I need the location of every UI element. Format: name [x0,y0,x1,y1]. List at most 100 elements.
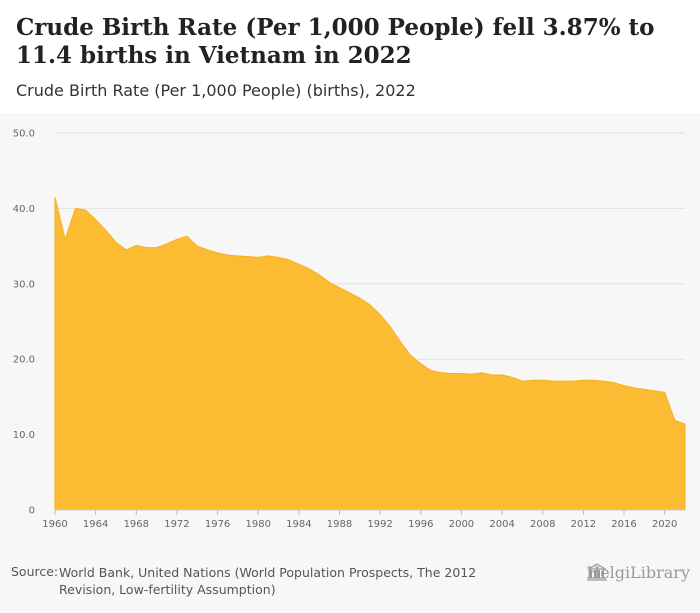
data-point-2003[interactable] [490,373,494,377]
data-point-2013[interactable] [592,378,596,382]
data-point-1995[interactable] [409,353,413,357]
x-axis: 1960 1964 1968 1972 1976 1980 1984 1988 1992 1996… [42,509,685,530]
data-point-1977[interactable] [226,253,230,257]
data-point-1971[interactable] [165,242,169,246]
data-point-2005[interactable] [510,375,514,379]
data-point-1992[interactable] [378,313,382,317]
x-tick-label: 2020 [652,519,677,530]
data-point-2019[interactable] [653,389,657,393]
data-point-1988[interactable] [338,286,342,290]
library-building-icon [587,563,608,581]
header: Crude Birth Rate (Per 1,000 People) fell… [0,0,700,113]
data-point-1975[interactable] [205,248,209,252]
x-tick-label: 2012 [571,519,596,530]
data-point-2012[interactable] [581,378,585,382]
data-point-1989[interactable] [348,291,352,295]
chart-area: 0 10.0 20.0 30.0 40.0 50.0 1960 1964 1968 1972 19… [0,113,700,553]
data-point-1998[interactable] [439,371,443,375]
data-point-1978[interactable] [236,254,240,258]
chart-subtitle: Crude Birth Rate (Per 1,000 People) (bir… [16,81,416,100]
data-point-1963[interactable] [83,208,87,212]
data-point-1970[interactable] [155,246,159,250]
data-point-1974[interactable] [195,244,199,248]
data-point-1987[interactable] [327,280,331,284]
source-text: World Bank, United Nations (World Popula… [59,565,477,597]
data-point-2010[interactable] [561,379,565,383]
y-axis: 0 10.0 20.0 30.0 40.0 50.0 [13,129,35,517]
data-point-1973[interactable] [185,234,189,238]
data-point-1980[interactable] [256,255,260,259]
x-tick-label: 1968 [124,519,149,530]
data-point-1997[interactable] [429,369,433,373]
data-point-1968[interactable] [134,243,138,247]
x-tick-label: 1988 [327,519,352,530]
data-point-1990[interactable] [358,296,362,300]
data-point-1961[interactable] [63,237,67,241]
data-point-1964[interactable] [94,218,98,222]
x-tick-label: 2008 [530,519,555,530]
x-tick-label: 1976 [205,519,230,530]
y-tick-label: 50.0 [13,129,35,140]
data-point-1986[interactable] [317,273,321,277]
y-tick-label: 0 [29,506,35,517]
chart-title: Crude Birth Rate (Per 1,000 People) fell… [16,14,655,69]
y-tick-label: 40.0 [13,204,35,215]
x-tick-label: 1996 [408,519,433,530]
data-point-2022[interactable] [683,422,687,426]
data-point-1965[interactable] [104,228,108,232]
x-tick-label: 1992 [367,519,392,530]
x-tick-label: 1972 [164,519,189,530]
data-point-1991[interactable] [368,303,372,307]
data-point-1994[interactable] [398,340,402,344]
data-point-1999[interactable] [449,372,453,376]
data-point-2008[interactable] [541,378,545,382]
data-point-2011[interactable] [571,379,575,383]
data-point-2015[interactable] [612,381,616,385]
data-point-2020[interactable] [663,390,667,394]
data-point-1960[interactable] [53,195,57,199]
x-tick-label: 2000 [449,519,474,530]
area-chart: 010.020.030.040.050.0 1960 1964 1968 1972 19… [13,129,687,530]
x-tick-label: 2004 [489,519,514,530]
data-point-1984[interactable] [297,262,301,266]
logo-text: HelgiLibrary [586,563,690,582]
source-label: Source: [11,564,59,579]
data-point-1972[interactable] [175,237,179,241]
x-tick-label: 2016 [611,519,636,530]
data-point-1983[interactable] [287,258,291,262]
x-tick-label: 1960 [42,519,67,530]
data-point-2014[interactable] [602,379,606,383]
data-point-1979[interactable] [246,255,250,259]
data-point-2021[interactable] [673,418,677,422]
data-point-2004[interactable] [500,373,504,377]
x-tick-label: 1964 [83,519,108,530]
area-series-crude-birth-rate[interactable] [54,196,686,511]
area-series [53,195,687,511]
data-point-1969[interactable] [144,246,148,250]
data-point-1996[interactable] [419,362,423,366]
footer: Source: World Bank, United Nations (Worl… [0,553,700,613]
data-point-1981[interactable] [266,254,270,258]
y-tick-label: 30.0 [13,279,35,290]
data-point-1976[interactable] [216,251,220,255]
data-point-2009[interactable] [551,379,555,383]
x-tick-label: 1980 [245,519,270,530]
data-point-1982[interactable] [277,255,281,259]
helgi-library-logo[interactable]: HelgiLibrary [586,563,690,582]
data-point-2001[interactable] [470,372,474,376]
data-point-1967[interactable] [124,248,128,252]
data-point-2006[interactable] [520,379,524,383]
data-point-2000[interactable] [459,372,463,376]
x-tick-label: 1984 [286,519,311,530]
data-point-1985[interactable] [307,267,311,271]
data-point-1962[interactable] [73,206,77,210]
data-point-2002[interactable] [480,371,484,375]
data-point-2017[interactable] [632,386,636,390]
data-point-1993[interactable] [388,325,392,329]
y-tick-label: 10.0 [13,430,35,441]
data-point-2018[interactable] [642,387,646,391]
data-point-1966[interactable] [114,240,118,244]
data-point-2007[interactable] [531,378,535,382]
data-point-2016[interactable] [622,384,626,388]
y-tick-label: 20.0 [13,355,35,366]
